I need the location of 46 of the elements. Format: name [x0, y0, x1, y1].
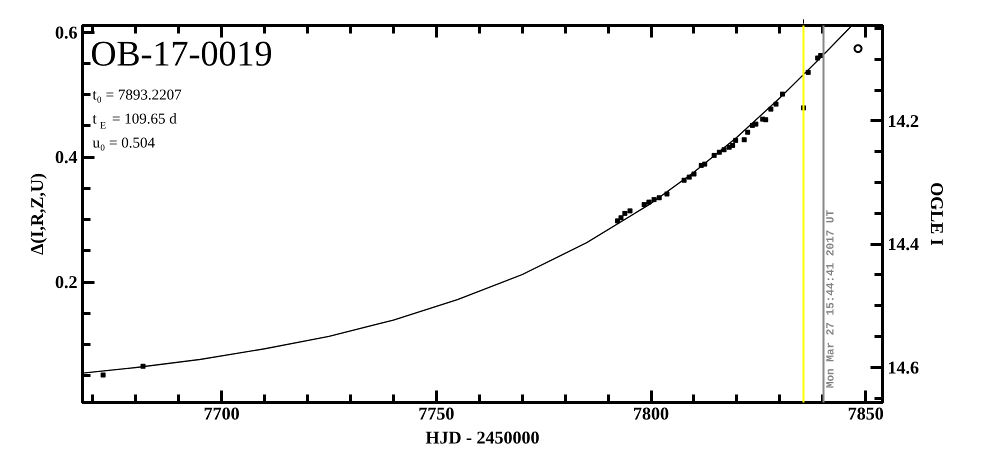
point	[100, 372, 106, 378]
x-tick-label: 7700	[204, 404, 240, 424]
point	[140, 364, 146, 369]
point	[712, 152, 717, 158]
y2-tick-label: 14.2	[888, 110, 919, 131]
x-axis-title: HJD - 2450000	[426, 428, 540, 448]
point	[730, 142, 736, 148]
point	[618, 215, 624, 220]
y-axis-title: Δ(I,R,Z,U)	[27, 173, 47, 255]
y-tick-label: 0.4	[55, 147, 78, 168]
point	[768, 106, 774, 112]
point	[622, 210, 628, 216]
point	[745, 130, 750, 135]
point	[780, 92, 785, 97]
point	[702, 162, 708, 167]
point	[652, 197, 657, 202]
y2-axis-title: OGLE I	[927, 182, 947, 246]
annotation: Mon Mar 27 15:44:41 2017 UT	[826, 210, 838, 388]
point	[628, 208, 633, 214]
point	[682, 178, 687, 183]
y-tick-label: 0.2	[55, 272, 78, 292]
point	[656, 195, 662, 200]
point	[664, 192, 670, 197]
point	[774, 102, 779, 107]
y-tick-label: 0.6	[55, 22, 78, 42]
y2-tick-label: 14.4	[888, 234, 919, 254]
y2-tick-label: 14.6	[888, 357, 919, 378]
point	[753, 122, 758, 127]
x-tick-label: 7750	[418, 404, 454, 424]
point	[854, 44, 863, 54]
point	[722, 147, 727, 152]
point	[716, 150, 722, 155]
chart-title: OB-17-0019	[90, 34, 272, 74]
point	[763, 117, 768, 122]
point	[646, 200, 652, 205]
annotation: u₀ = 0.504	[92, 136, 156, 152]
point	[806, 70, 811, 75]
point	[691, 172, 696, 177]
x-tick-label: 7800	[633, 404, 670, 424]
point	[642, 202, 647, 208]
point	[615, 218, 620, 224]
x-tick-label: 7850	[848, 404, 884, 424]
point	[742, 137, 747, 142]
annotation: t₀ = 7893.2207	[92, 88, 182, 104]
point	[686, 174, 692, 180]
point	[733, 138, 738, 143]
